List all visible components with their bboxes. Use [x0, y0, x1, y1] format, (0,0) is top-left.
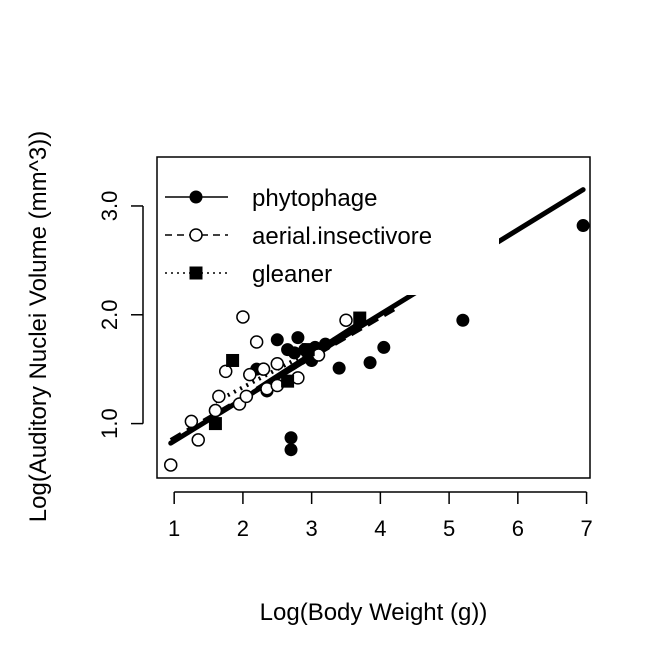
data-point [377, 340, 391, 354]
data-point [456, 313, 470, 327]
data-point [318, 337, 332, 351]
x-tick-label: 5 [443, 516, 455, 541]
data-point [363, 356, 377, 370]
data-point [212, 389, 226, 404]
data-point [270, 356, 285, 371]
x-tick-label: 6 [512, 516, 524, 541]
data-point [243, 367, 257, 382]
data-points [163, 219, 590, 472]
x-tick-label: 3 [306, 516, 318, 541]
data-point [576, 219, 590, 233]
y-tick-label: 1.0 [97, 408, 122, 439]
data-point [353, 311, 367, 325]
x-tick-label: 1 [168, 516, 180, 541]
data-point [256, 362, 271, 376]
y-tick-label: 3.0 [97, 191, 122, 222]
data-point [284, 431, 298, 445]
data-point [339, 313, 353, 327]
fit-line-aerial-insectivore [169, 307, 396, 442]
data-point [284, 443, 298, 457]
legend: phytophage aerial.insectivore gleaner [165, 185, 432, 288]
data-point [208, 403, 223, 418]
data-point [236, 310, 250, 324]
legend-marker [189, 266, 203, 280]
data-point [301, 343, 315, 357]
data-point [218, 364, 233, 379]
y-axis-title: Log(Auditory Nuclei Volume (mm^3)) [25, 131, 52, 522]
legend-label: gleaner [252, 261, 332, 288]
x-tick-label: 2 [237, 516, 249, 541]
data-point [332, 361, 346, 375]
data-point [226, 353, 240, 367]
data-point [281, 374, 295, 388]
data-point [163, 458, 178, 472]
data-point [291, 331, 305, 345]
data-point [184, 414, 199, 429]
legend-marker [189, 190, 203, 204]
data-point [287, 346, 301, 360]
y-tick-label: 2.0 [97, 299, 122, 330]
legend-label: aerial.insectivore [252, 223, 432, 250]
data-point [208, 417, 222, 431]
data-point [249, 335, 264, 349]
x-tick-label: 4 [374, 516, 386, 541]
y-axis: 1.0 2.0 3.0 [97, 191, 144, 439]
data-point [239, 389, 254, 404]
x-axis: 1 2 3 4 5 6 7 [168, 491, 593, 541]
legend-label: phytophage [252, 185, 377, 212]
plot-frame [156, 156, 591, 479]
legend-marker [189, 228, 203, 242]
x-tick-label: 7 [580, 516, 592, 541]
data-point [191, 433, 205, 447]
x-axis-title: Log(Body Weight (g)) [260, 599, 488, 626]
data-point [270, 333, 284, 347]
